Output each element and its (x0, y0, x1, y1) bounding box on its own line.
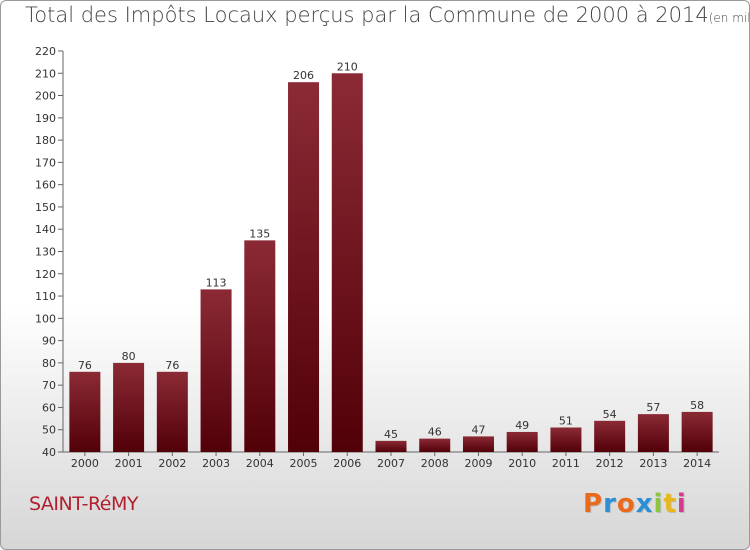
bar (637, 414, 669, 452)
bars: 76 80 76 113 135 206 210 45 46 47 49 51 54 57 58 (69, 60, 713, 453)
y-tick-label: 40 (42, 446, 56, 459)
y-tick-label: 130 (35, 246, 56, 259)
bar-value-label: 206 (293, 69, 314, 82)
x-tick-label: 2004 (246, 457, 274, 470)
logo-letter: t (663, 489, 677, 519)
logo-letter: r (603, 489, 617, 519)
x-tick-label: 2009 (464, 457, 492, 470)
y-tick-label: 180 (35, 134, 56, 147)
bar (156, 371, 188, 452)
bar-value-label: 113 (206, 276, 227, 289)
bar (69, 371, 101, 452)
logo-letter: o (616, 489, 636, 519)
bar-value-label: 76 (78, 359, 92, 372)
bar-value-label: 49 (515, 419, 529, 432)
bar (462, 436, 494, 452)
chart-title: Total des Impôts Locaux perçus par la Co… (25, 3, 749, 27)
logo-letter: i (653, 489, 664, 519)
bar (375, 440, 407, 452)
y-tick-label: 120 (35, 268, 56, 281)
x-tick-label: 2006 (333, 457, 361, 470)
y-tick-label: 80 (42, 357, 56, 370)
logo-letter: i (676, 489, 687, 519)
bar-value-label: 76 (165, 359, 179, 372)
x-tick-label: 2005 (290, 457, 318, 470)
bar-value-label: 51 (559, 414, 573, 427)
x-tick-label: 2001 (115, 457, 143, 470)
bar-value-label: 47 (471, 423, 485, 436)
bar-value-label: 58 (690, 399, 704, 412)
y-tick-label: 110 (35, 290, 56, 303)
y-tick-label: 190 (35, 112, 56, 125)
bar (288, 82, 320, 452)
x-tick-label: 2008 (421, 457, 449, 470)
y-tick-label: 140 (35, 223, 56, 236)
bar (113, 362, 145, 452)
y-tick-label: 160 (35, 179, 56, 192)
x-tick-label: 2010 (508, 457, 536, 470)
bar-value-label: 45 (384, 428, 398, 441)
y-tick-label: 220 (35, 45, 56, 58)
bar-value-label: 135 (249, 227, 270, 240)
bar (419, 438, 451, 452)
bar (506, 431, 538, 452)
y-tick-label: 60 (42, 401, 56, 414)
bar (244, 240, 276, 452)
y-tick-label: 210 (35, 67, 56, 80)
proxiti-logo[interactable]: Proxiti (583, 489, 687, 519)
logo-letter: x (635, 489, 654, 519)
bar (200, 289, 232, 452)
logo-letter: P (583, 489, 604, 519)
x-tick-label: 2002 (158, 457, 186, 470)
commune-name: SAINT-RéMY (29, 493, 138, 515)
bar-value-label: 80 (122, 350, 136, 363)
y-tick-label: 90 (42, 335, 56, 348)
x-tick-label: 2014 (683, 457, 711, 470)
x-tick-label: 2013 (639, 457, 667, 470)
chart-title-text: Total des Impôts Locaux perçus par la Co… (25, 3, 709, 27)
bar-value-label: 46 (428, 426, 442, 439)
bar (331, 73, 363, 453)
y-tick-label: 200 (35, 90, 56, 103)
bar-value-label: 54 (603, 408, 617, 421)
x-tick-label: 2007 (377, 457, 405, 470)
y-tick-label: 70 (42, 379, 56, 392)
axes: 40 50 60 70 80 90 100 110 120 130 140 150 160 170 180 1… (35, 45, 719, 470)
bar (594, 420, 626, 452)
x-tick-label: 2003 (202, 457, 230, 470)
bar (681, 411, 713, 452)
bar-value-label: 210 (337, 60, 358, 73)
y-tick-label: 50 (42, 424, 56, 437)
x-tick-label: 2000 (71, 457, 99, 470)
chart-unit: (en milliers d'€) (708, 11, 749, 25)
y-tick-label: 170 (35, 156, 56, 169)
x-tick-label: 2011 (552, 457, 580, 470)
bar (550, 427, 582, 452)
bar-value-label: 57 (646, 401, 660, 414)
y-tick-label: 150 (35, 201, 56, 214)
x-tick-label: 2012 (596, 457, 624, 470)
y-tick-label: 100 (35, 312, 56, 325)
